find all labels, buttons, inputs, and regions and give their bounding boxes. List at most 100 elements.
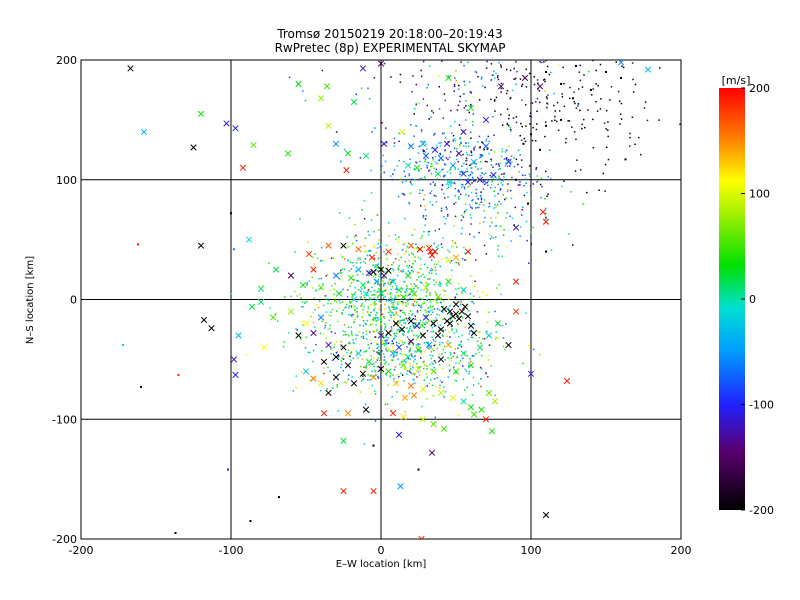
x-tick-label: 0 — [378, 544, 385, 557]
data-point-dot — [388, 307, 391, 310]
data-point-dot — [429, 278, 431, 280]
data-point-dot — [544, 78, 546, 81]
data-point-dot — [405, 250, 407, 253]
data-point-dot — [383, 359, 385, 361]
data-point-dot — [408, 369, 411, 372]
data-point-dot — [405, 305, 408, 307]
data-point-dot — [679, 123, 681, 126]
data-point-dot — [443, 174, 445, 177]
data-point-cross — [377, 266, 385, 273]
data-point-dot — [381, 313, 384, 315]
data-point-dot — [553, 92, 555, 95]
data-point-dot — [472, 124, 474, 126]
data-point-dot — [483, 221, 485, 223]
data-point-dot — [490, 79, 493, 81]
data-point-dot — [430, 345, 433, 347]
data-point-dot — [368, 347, 371, 349]
data-point-dot — [516, 70, 518, 73]
data-point-dot — [434, 266, 437, 268]
data-point-dot — [350, 332, 353, 335]
data-point-dot — [408, 312, 410, 315]
data-point-dot — [320, 287, 322, 290]
data-point-dot — [388, 306, 390, 308]
data-point-dot — [379, 273, 381, 275]
data-point-cross — [485, 389, 493, 397]
data-point-dot — [382, 353, 385, 355]
data-point-dot — [408, 173, 410, 175]
data-point-dot — [581, 123, 583, 126]
data-point-dot — [441, 159, 443, 161]
data-point-dot — [371, 294, 373, 296]
data-point-dot — [488, 140, 490, 143]
data-point-dot — [422, 325, 424, 327]
data-point-dot — [402, 268, 404, 271]
data-point-dot — [550, 71, 552, 74]
data-point-dot — [511, 176, 513, 179]
data-point-dot — [468, 145, 470, 147]
data-point-dot — [522, 206, 524, 208]
data-point-dot — [463, 162, 465, 165]
data-point-dot — [414, 355, 416, 357]
data-point-dot — [373, 297, 375, 299]
data-point-dot — [496, 287, 498, 289]
data-point-dot — [456, 109, 459, 111]
data-point-dot — [484, 160, 487, 163]
data-point-dot — [325, 298, 328, 300]
data-point-cross — [350, 296, 358, 303]
data-point-dot — [431, 326, 434, 329]
data-point-dot — [449, 336, 451, 338]
data-point-dot — [394, 258, 397, 260]
data-point-dot — [419, 177, 421, 180]
x-tick-label: 100 — [521, 544, 542, 557]
data-point-dot — [501, 255, 504, 258]
data-point-dot — [427, 162, 430, 164]
data-point-dot — [372, 308, 375, 311]
data-point-dot — [449, 261, 452, 264]
data-point-dot — [396, 329, 399, 331]
data-point-dot — [338, 278, 341, 280]
data-point-dot — [341, 312, 343, 314]
data-point-dot — [425, 143, 427, 145]
data-point-dot — [428, 346, 431, 349]
data-point-cross — [419, 332, 427, 339]
data-point-dot — [511, 161, 513, 163]
data-point-dot — [383, 336, 385, 339]
data-point-dot — [493, 207, 496, 209]
data-point-dot — [328, 299, 330, 302]
data-point-dot — [424, 309, 426, 311]
data-point-dot — [377, 280, 380, 283]
data-point-dot — [376, 214, 379, 216]
data-point-dot — [460, 193, 462, 196]
data-point-dot — [365, 294, 368, 297]
data-point-dot — [402, 270, 405, 273]
data-point-dot — [386, 350, 388, 352]
data-point-dot — [519, 154, 521, 156]
data-point-dot — [476, 340, 479, 342]
data-point-dot — [374, 336, 376, 338]
data-point-dot — [579, 109, 581, 112]
data-point-dot — [510, 130, 512, 132]
data-point-cross — [460, 350, 467, 357]
data-point-dot — [315, 290, 317, 292]
data-point-dot — [544, 207, 547, 210]
data-point-dot — [392, 262, 394, 264]
data-point-dot — [485, 67, 488, 69]
data-point-dot — [562, 66, 564, 69]
data-point-cross — [343, 167, 350, 174]
data-point-dot — [372, 444, 375, 447]
data-point-dot — [418, 323, 421, 325]
data-point-dot — [307, 351, 310, 354]
data-point-dot — [393, 169, 396, 171]
data-point-dot — [506, 122, 509, 125]
data-point-dot — [457, 104, 459, 107]
data-point-dot — [478, 206, 480, 209]
data-point-dot — [547, 193, 549, 196]
data-point-dot — [449, 151, 452, 153]
data-point-cross — [257, 298, 265, 306]
data-point-dot — [500, 203, 502, 205]
y-tick-label: 100 — [56, 174, 77, 187]
data-point-dot — [339, 292, 342, 294]
data-point-dot — [506, 89, 509, 92]
data-point-cross — [355, 246, 362, 253]
